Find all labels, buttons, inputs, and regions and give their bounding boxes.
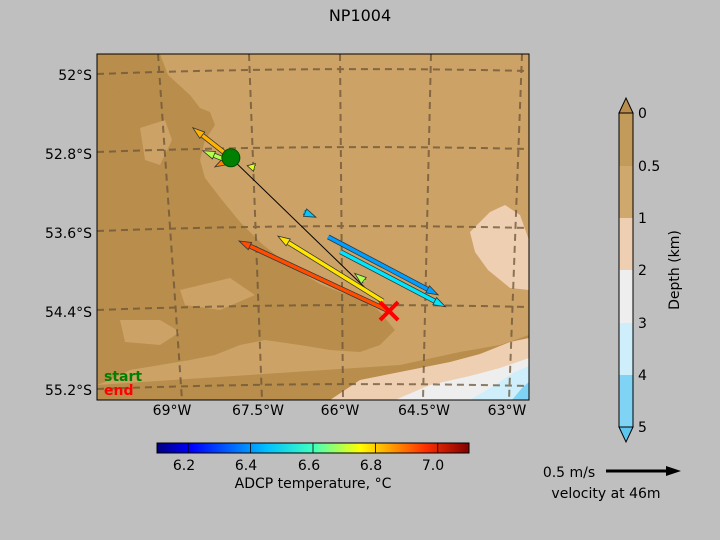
- depth-tick-label: 5: [638, 420, 647, 436]
- velocity-vector-shaft: [249, 244, 390, 313]
- lat-tick: 53.6°S: [45, 226, 92, 242]
- velocity-vector-shaft: [327, 235, 429, 291]
- velocity-vector-head: [201, 150, 217, 160]
- depth-colorbar: 0 0.5 1 2 3 4 5 Depth (km): [618, 96, 683, 444]
- lon-tick: 63°W: [488, 403, 527, 419]
- start-marker: [221, 148, 241, 168]
- velocity-vector-head: [191, 127, 206, 140]
- temperature-colorbar-label: ADCP temperature, °C: [235, 476, 392, 492]
- depth-tick-label: 0: [638, 106, 647, 122]
- lat-tick: 52°S: [58, 68, 92, 84]
- temperature-colorbar: 6.2 6.4 6.6 6.8 7.0 ADCP temperature, °C: [156, 442, 470, 492]
- velocity-vector: [246, 163, 256, 173]
- map-frame: [96, 53, 530, 401]
- velocity-vector: [302, 208, 318, 218]
- shelf-pocket: [180, 278, 255, 310]
- lat-tick: 54.4°S: [45, 305, 92, 321]
- depth-band-2: [619, 218, 633, 270]
- temperature-tick-label: 6.2: [173, 458, 195, 474]
- map-panel: 52°S 52.8°S 53.6°S 54.4°S 55.2°S 69°W 67…: [45, 53, 530, 419]
- velocity-vector-shaft: [339, 250, 436, 303]
- temperature-tick-label: 6.6: [298, 458, 320, 474]
- temperature-tick-label: 6.4: [235, 458, 257, 474]
- velocity-vector: [327, 234, 440, 296]
- depth-colorbar-bottom-extend: [618, 426, 634, 444]
- lon-tick: 64.5°W: [398, 403, 450, 419]
- deepest-water: [512, 382, 529, 400]
- lat-tick: 55.2°S: [45, 383, 92, 399]
- velocity-key-depth: velocity at 46m: [551, 486, 660, 502]
- end-marker: [378, 300, 400, 322]
- shelf-pocket: [230, 350, 280, 372]
- lat-tick: 52.8°S: [45, 147, 92, 163]
- legend-start: start: [104, 369, 142, 385]
- velocity-key-arrowhead: [666, 466, 681, 476]
- depth-band-5: [619, 375, 633, 427]
- depth-tick-label: 2: [638, 263, 647, 279]
- velocity-vector-head: [276, 235, 291, 247]
- track-layer: [230, 157, 390, 312]
- lon-tick: 69°W: [153, 403, 192, 419]
- vector-layer: [191, 127, 447, 314]
- marker-layer: [221, 148, 400, 322]
- velocity-vector-head: [425, 285, 440, 296]
- shelf-pocket: [120, 320, 180, 345]
- velocity-vector-head: [246, 163, 256, 173]
- depth-tick-label: 3: [638, 316, 647, 332]
- velocity-key: 0.5 m/s velocity at 46m: [543, 465, 681, 502]
- velocity-vector: [353, 272, 367, 285]
- velocity-vector: [276, 235, 385, 304]
- depth-band-4: [619, 323, 633, 375]
- lon-tick: 66°W: [321, 403, 360, 419]
- dark-land-left: [97, 130, 145, 245]
- temperature-tick-label: 7.0: [422, 458, 444, 474]
- depth-band-3: [619, 270, 633, 323]
- lon-tick: 67.5°W: [232, 403, 284, 419]
- depth-band-1: [619, 166, 633, 218]
- dark-land-top: [97, 54, 142, 100]
- deeper-water: [470, 366, 529, 400]
- temperature-tick-label: 6.8: [360, 458, 382, 474]
- depth-band-0: [619, 113, 633, 166]
- temperature-colorbar-ticks: [187, 443, 439, 453]
- graticule: [97, 54, 529, 400]
- depth-tick-label: 4: [638, 368, 647, 384]
- depth-colorbar-label: Depth (km): [667, 230, 683, 310]
- depth-tick-label: 1: [638, 211, 647, 227]
- velocity-key-speed: 0.5 m/s: [543, 465, 595, 481]
- velocity-vector-shaft: [287, 240, 384, 303]
- dark-land-region: [97, 54, 395, 385]
- velocity-vector: [339, 249, 447, 308]
- ship-track: [230, 157, 390, 312]
- velocity-vector-head: [237, 240, 253, 251]
- velocity-vector-head: [302, 208, 318, 218]
- velocity-vector-head: [353, 272, 367, 285]
- legend-end: end: [104, 383, 133, 399]
- velocity-vector: [237, 240, 391, 314]
- depth-colorbar-top-extend: [618, 96, 634, 114]
- map-title: NP1004: [329, 6, 391, 25]
- depth-colorbar-frame: [618, 112, 634, 428]
- velocity-vector-head: [432, 296, 447, 308]
- depth-tick-label: 0.5: [638, 159, 660, 175]
